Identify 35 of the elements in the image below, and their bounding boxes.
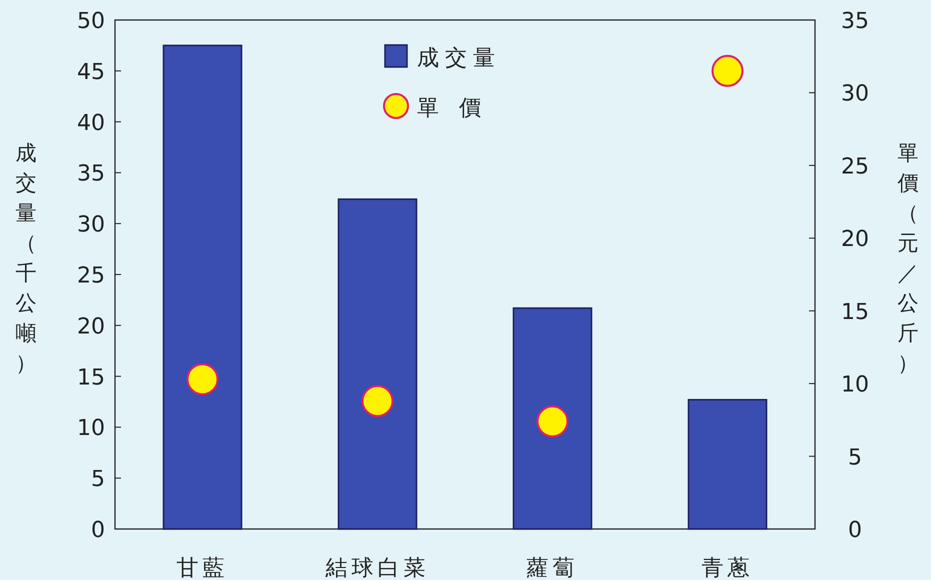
y2-tick-label: 5 [848,445,862,470]
y2-tick-label: 15 [841,300,869,325]
legend-label: 單價 [417,96,501,121]
point [186,363,218,396]
y-tick-label: 10 [77,416,105,442]
y-tick-label: 35 [77,162,105,187]
x-tick-label: 結球白菜 [324,556,430,580]
y-tick-label: 40 [77,110,105,136]
point [536,405,568,438]
x-tick-label: 甘藍 [176,556,228,580]
y2-tick-label: 35 [841,9,869,34]
point [712,54,744,87]
bar [688,398,768,530]
y-tick-label: 15 [77,365,105,390]
bar [338,198,418,530]
y-axis-title: 成交量（千公噸） [16,141,36,375]
y2-tick-label: 25 [841,154,869,180]
y-tick-label: 0 [91,518,105,543]
bar [162,44,242,530]
y-tick-label: 45 [77,60,105,85]
legend-label: 成交量 [417,46,501,71]
bar [512,307,592,530]
y2-tick-label: 20 [841,227,869,252]
y2-axis-title: 單價（元／公斤） [898,141,918,375]
point [362,385,394,418]
x-tick-label: 青蔥 [702,556,754,580]
x-tick-label: 蘿蔔 [526,556,578,580]
y2-tick-label: 10 [841,372,869,398]
y-tick-label: 30 [77,212,105,238]
y2-tick-label: 30 [841,82,869,107]
y-tick-label: 25 [77,264,105,288]
y-tick-label: 5 [91,467,105,492]
y-tick-label: 50 [77,9,105,34]
y2-tick-label: 0 [848,518,862,543]
y-tick-label: 20 [77,314,105,340]
